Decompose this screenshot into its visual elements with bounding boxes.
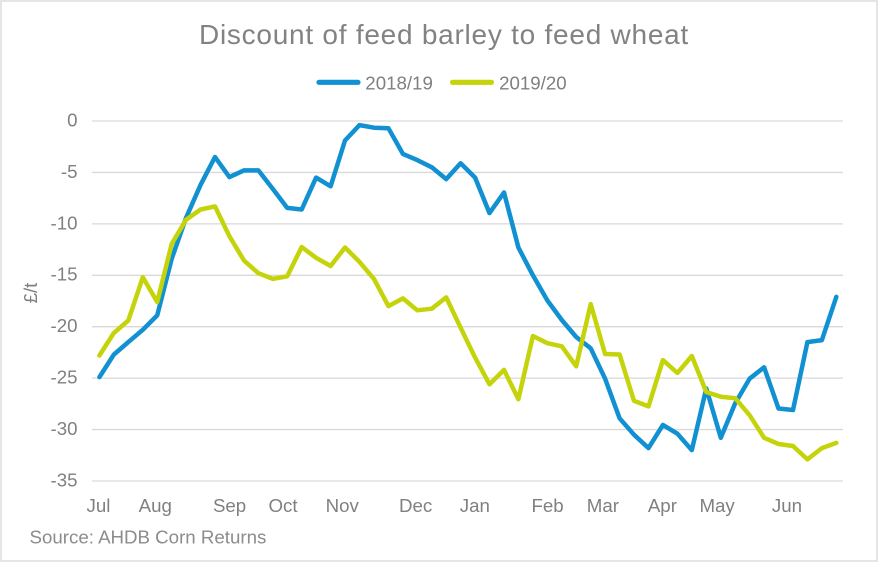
svg-text:-25: -25 [50,367,77,388]
svg-text:Nov: Nov [326,495,360,516]
svg-text:-30: -30 [50,418,77,439]
svg-text:Discount of feed barley to fee: Discount of feed barley to feed wheat [199,19,689,50]
svg-text:£/t: £/t [20,282,41,304]
svg-text:Mar: Mar [587,495,619,516]
svg-text:May: May [699,495,735,516]
svg-text:Oct: Oct [268,495,298,516]
svg-text:Jul: Jul [87,495,111,516]
svg-text:Aug: Aug [139,495,172,516]
svg-text:-20: -20 [50,315,77,336]
svg-text:Source: AHDB Corn Returns: Source: AHDB Corn Returns [30,527,267,548]
svg-text:-5: -5 [61,161,78,182]
svg-text:Sep: Sep [213,495,246,516]
svg-text:2018/19: 2018/19 [365,72,433,93]
svg-text:Apr: Apr [648,495,677,516]
svg-text:Feb: Feb [531,495,563,516]
svg-text:Jan: Jan [460,495,490,516]
svg-text:-10: -10 [50,212,77,233]
svg-text:2019/20: 2019/20 [499,72,567,93]
svg-text:0: 0 [67,109,77,130]
svg-text:Jun: Jun [772,495,802,516]
svg-text:-35: -35 [50,469,77,490]
svg-text:-15: -15 [50,264,77,285]
svg-text:Dec: Dec [399,495,432,516]
